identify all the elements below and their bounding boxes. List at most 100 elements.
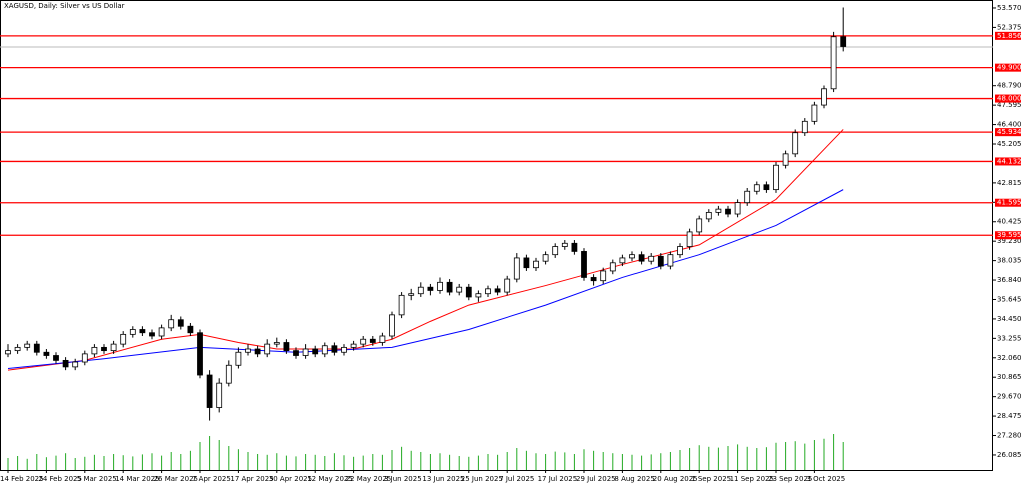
y-tick-label: 35.645: [997, 295, 1022, 303]
candle-body: [821, 88, 827, 106]
y-tick-label: 26.085: [997, 451, 1022, 459]
candle-body: [408, 293, 415, 296]
candle-body: [542, 254, 549, 262]
y-tick-label: 47.595: [997, 101, 1022, 109]
candle-body: [225, 364, 232, 384]
candle-body: [24, 343, 31, 348]
y-tick-label: 38.035: [997, 257, 1022, 265]
y-tick-label: 48.790: [997, 82, 1022, 90]
candle-body: [283, 342, 290, 352]
y-tick-label: 46.400: [997, 121, 1022, 129]
candle-body: [369, 338, 376, 343]
candle-body: [33, 343, 40, 353]
level-tag: [995, 63, 1021, 72]
x-tick-label: 14 Mar 2025: [115, 475, 159, 483]
candle-body: [72, 361, 79, 368]
candle-body: [677, 246, 683, 256]
x-tick-label: 22 May 2025: [346, 475, 392, 483]
candle-body: [705, 211, 712, 220]
candle-body: [782, 153, 789, 166]
candle-body: [571, 242, 578, 252]
x-tick-label: 11 Sep 2025: [730, 475, 774, 483]
level-tag: [995, 128, 1021, 137]
candle-body: [110, 343, 117, 352]
y-tick-label: 30.865: [997, 373, 1022, 381]
candle-body: [398, 294, 405, 316]
candle-body: [465, 286, 472, 298]
candle-body: [81, 353, 88, 363]
candle-body: [389, 314, 395, 337]
candle-body: [840, 36, 847, 47]
level-tag: [995, 198, 1021, 207]
level-label: 51.856: [997, 32, 1022, 40]
candle-body: [197, 332, 203, 376]
candle-body: [494, 288, 501, 293]
moving-average: [7, 189, 844, 370]
candle-body: [312, 348, 319, 355]
x-tick-label: 3 Jun 2025: [384, 475, 422, 483]
candle-body: [360, 338, 367, 345]
candle-body: [245, 348, 251, 353]
candle-body: [158, 327, 165, 337]
candle-body: [552, 246, 559, 256]
candle-body: [350, 343, 357, 348]
y-tick-label: 42.815: [997, 179, 1022, 187]
candle-body: [485, 288, 491, 295]
x-tick-label: 17 Jul 2025: [538, 475, 578, 483]
level-label: 44.132: [997, 157, 1022, 165]
candle-body: [763, 184, 770, 191]
level-tag: [995, 94, 1021, 103]
level-tag: [995, 231, 1021, 240]
y-tick-label: 34.450: [997, 315, 1022, 323]
candle-body: [744, 190, 751, 204]
candle-body: [609, 262, 616, 272]
y-tick-label: 33.255: [997, 334, 1022, 342]
candle-body: [629, 254, 635, 259]
x-tick-label: 24 Feb 2025: [38, 475, 82, 483]
candle-body: [811, 104, 818, 122]
candle-body: [734, 202, 741, 215]
candle-body: [667, 254, 674, 267]
candle-body: [581, 251, 587, 278]
x-tick-label: 1 Sep 2025: [691, 475, 731, 483]
candle-body: [5, 350, 11, 355]
candle-body: [792, 132, 799, 155]
candle-body: [129, 329, 136, 335]
candle-body: [321, 345, 328, 355]
level-label: 41.595: [997, 199, 1022, 207]
candle-body: [139, 329, 146, 334]
x-tick-label: 26 Mar 2025: [154, 475, 198, 483]
candle-body: [533, 260, 539, 269]
candle-body: [331, 345, 338, 353]
y-tick-label: 39.230: [997, 237, 1022, 245]
candle-body: [686, 231, 693, 247]
candle-body: [91, 346, 98, 355]
candle-body: [513, 257, 520, 280]
candle-body: [273, 342, 280, 345]
x-tick-label: 14 Feb 2025: [0, 475, 44, 483]
level-label: 49.900: [997, 64, 1022, 72]
x-tick-label: 29 Jul 2025: [576, 475, 616, 483]
candle-body: [235, 351, 242, 366]
candle-body: [62, 359, 69, 368]
candle-body: [715, 208, 722, 213]
candle-body: [254, 348, 261, 355]
candle-body: [120, 333, 127, 345]
level-tag: [995, 157, 1021, 166]
x-tick-label: 12 May 2025: [307, 475, 353, 483]
candle-body: [206, 374, 213, 408]
candle-body: [600, 270, 607, 282]
candle-body: [216, 382, 223, 408]
x-tick-label: 13 Jun 2025: [422, 475, 464, 483]
candle-body: [456, 286, 463, 293]
x-tick-label: 25 Jun 2025: [461, 475, 503, 483]
candle-body: [446, 281, 453, 293]
candle-body: [302, 348, 309, 356]
y-tick-label: 52.375: [997, 23, 1022, 31]
candle-body: [101, 346, 107, 352]
x-tick-label: 30 Apr 2025: [269, 475, 312, 483]
candle-body: [264, 343, 271, 355]
candle-body: [648, 255, 655, 262]
